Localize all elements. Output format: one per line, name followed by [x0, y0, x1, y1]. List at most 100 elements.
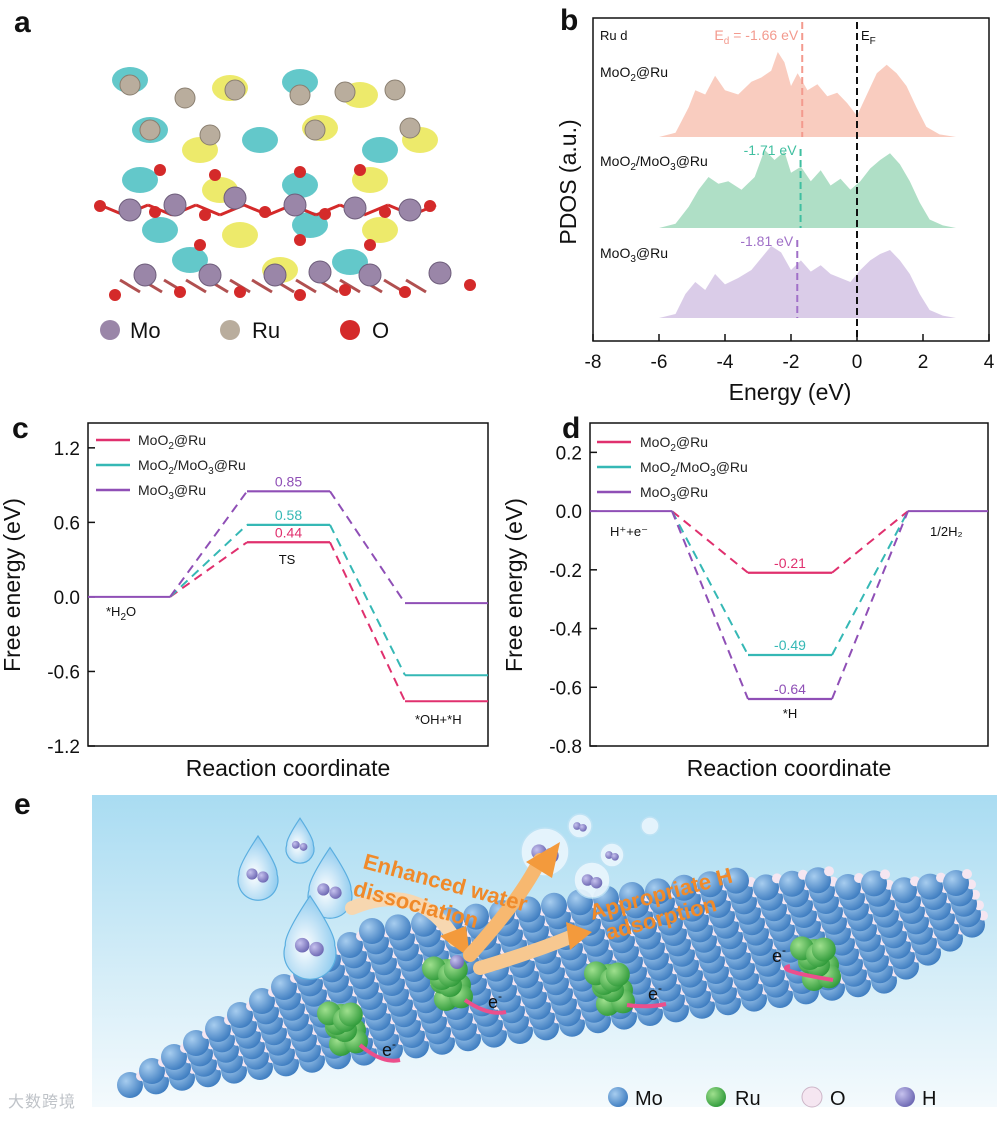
ru-atom	[289, 84, 311, 106]
h-atom	[246, 868, 258, 880]
y-tick-label-d-4: -0.6	[549, 678, 582, 699]
ru-cluster-atom	[811, 937, 836, 962]
mo-atom	[283, 193, 307, 217]
h-atom	[309, 941, 324, 957]
h2-atom	[581, 874, 594, 886]
y-tick-label-c-3: -0.6	[47, 662, 80, 683]
o-atom	[259, 206, 271, 218]
y-tick-label-d-0: 0.2	[556, 443, 582, 464]
o-atom	[294, 166, 306, 178]
y-tick-label-c-4: -1.2	[47, 737, 80, 758]
series-label-moo2-ru: MoO2@Ru	[600, 64, 668, 84]
o-legend-label: O	[372, 318, 389, 343]
mo-lattice-atom	[943, 870, 969, 896]
water-drop	[237, 834, 279, 901]
mo-atom	[428, 261, 452, 285]
x-tick-label-b-1: -6	[651, 352, 668, 373]
h-atom	[291, 840, 300, 849]
o-atom	[464, 279, 476, 291]
mo-lattice-atom	[337, 932, 363, 958]
x-axis-title-d: Reaction coordinate	[687, 755, 892, 781]
state-label-oh-h: *OH+*H	[415, 712, 462, 727]
mo-lattice-atom	[139, 1058, 165, 1084]
legend-label-moo3-ru-c: MoO3@Ru	[138, 482, 206, 502]
water-drop	[285, 817, 315, 864]
ru-atom	[139, 119, 161, 141]
o-atom	[354, 164, 366, 176]
mo-lattice-atom	[917, 873, 943, 900]
o-atom	[424, 200, 436, 212]
charge-lobe	[332, 249, 368, 275]
mo-atom	[198, 263, 222, 287]
connector-down-d-1	[831, 510, 909, 656]
panel-e-schematic: e Enhanced water dissociation Appropriat…	[14, 788, 997, 1110]
connector-down-c-1	[329, 524, 406, 676]
x-tick-label-b-6: 4	[984, 352, 995, 373]
bond	[405, 278, 427, 294]
connector-up-d-0	[671, 510, 749, 574]
legend-label-moo2-ru-c: MoO2@Ru	[138, 432, 206, 452]
y-tick-label-d-1: 0.0	[556, 502, 582, 523]
energy-profile-c: 0.440.58 0.85	[88, 473, 488, 703]
mo-lattice-atom	[117, 1072, 143, 1098]
value-label-d-0: -0.21	[774, 555, 806, 571]
legend-c: MoO2@Ru MoO2/MoO3@Ru MoO3@Ru	[96, 432, 246, 502]
y-tick-label-d-2: -0.2	[549, 561, 582, 582]
panel-a-charge-density: a Mo Ru O	[14, 6, 476, 343]
mo-atom	[343, 196, 367, 220]
o-atom	[109, 289, 121, 301]
value-label-d-2: -0.64	[774, 681, 806, 697]
electron-arrow	[463, 998, 507, 1015]
o-ball-legend	[801, 1086, 823, 1108]
x-tick-label-b-2: -4	[717, 352, 734, 373]
x-axis-title-b: Energy (eV)	[729, 379, 852, 405]
pdos-area-0	[659, 52, 956, 137]
energy-profile-d: -0.21 -0.49 -0.64	[590, 510, 988, 701]
o-atom	[364, 239, 376, 251]
x-ticks-b: -8 -6 -4 -2 0 2 4	[585, 334, 995, 373]
ru-ball-label: Ru	[735, 1088, 761, 1110]
electron-arrow	[358, 1043, 401, 1063]
mo-legend-marker	[100, 320, 120, 340]
o-atom	[94, 200, 106, 212]
o-atom	[174, 286, 186, 298]
x-tick-label-b-0: -8	[585, 352, 602, 373]
o-ball-label: O	[830, 1088, 846, 1110]
legend-label-moo3-ru-d: MoO3@Ru	[640, 484, 708, 504]
state-label-half-h2: 1/2H₂	[930, 524, 963, 539]
h2-atom	[579, 823, 587, 832]
y-tick-label-d-3: -0.4	[549, 620, 582, 641]
panel-d-h-adsorption-chart: d 0.2 0.0 -0.2 -0.4 -0.6 -0.8 -0.21 -0.49 -0.64…	[501, 412, 989, 781]
d-band-center-label-moo2: Ed = -1.66 eV	[714, 27, 798, 47]
o-atom	[199, 209, 211, 221]
y-tick-label-c-0: 1.2	[54, 439, 80, 460]
mo-lattice-atom	[541, 892, 567, 919]
connector-up-d-2	[671, 510, 749, 700]
charge-lobe	[282, 172, 318, 198]
o-atom	[319, 208, 331, 220]
panel-c-water-dissociation-chart: c 1.2 0.6 0.0 -0.6 -1.2 0.440.58 0.85 Reactio…	[0, 412, 489, 781]
adsorption-arrow-head	[566, 922, 592, 950]
value-label-c-0: 0.44	[275, 524, 302, 540]
legend-label-mixed-d: MoO2/MoO3@Ru	[640, 459, 748, 479]
y-tick-label-d-5: -0.8	[549, 737, 582, 758]
o-atom	[209, 169, 221, 181]
h2-atom	[605, 851, 613, 859]
o-atom	[339, 284, 351, 296]
ru-atom	[174, 87, 196, 109]
o-atom	[379, 206, 391, 218]
state-label-h2o: *H2O	[106, 604, 136, 623]
h2-atom	[573, 822, 581, 830]
state-label-h-plus-e: H⁺+e⁻	[610, 524, 648, 539]
crystal-structure	[94, 67, 476, 301]
mo-lattice-atom	[161, 1044, 187, 1070]
panel-letter-a: a	[14, 6, 31, 39]
mo-lattice-atom	[697, 871, 723, 898]
charge-lobe	[172, 247, 208, 273]
panel-b-pdos-chart: b -8 -6 -4 -2 0 2 4 Energy (eV) PDOS (a.u.) Ru…	[555, 4, 995, 405]
ru-atom	[199, 124, 221, 146]
h-atom	[329, 886, 342, 899]
mo-atom	[358, 263, 382, 287]
mo-lattice-atom	[723, 867, 749, 894]
